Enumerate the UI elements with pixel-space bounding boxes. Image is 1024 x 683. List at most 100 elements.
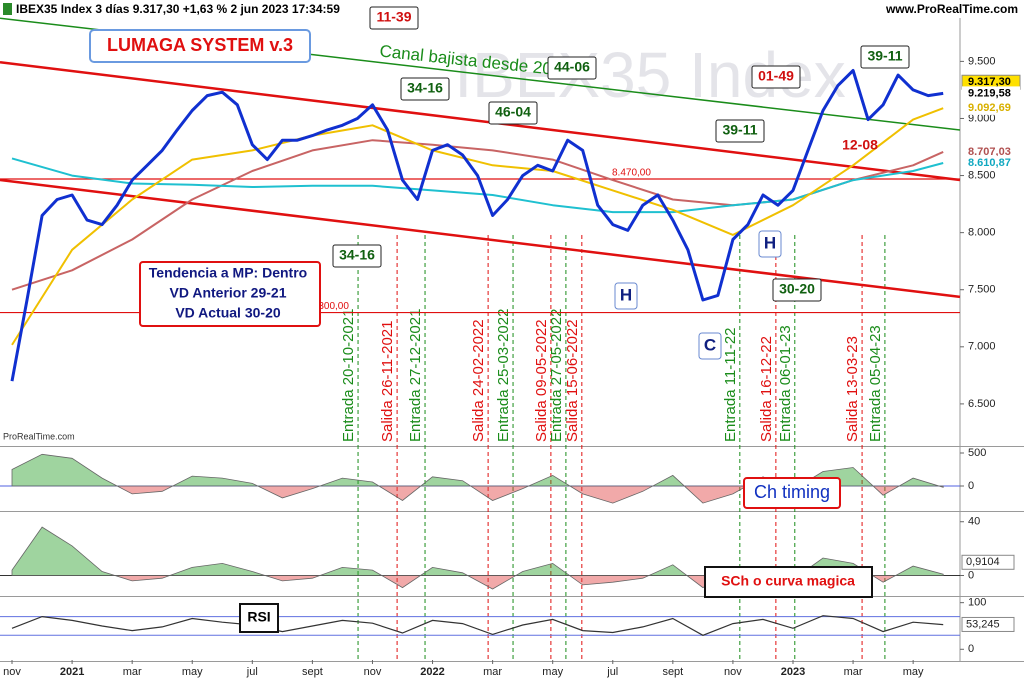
annotation: LUMAGA SYSTEM v.3 bbox=[107, 35, 293, 55]
annotation: 01-49 bbox=[758, 68, 794, 84]
x-tick-label: 2022 bbox=[420, 666, 444, 678]
last-label: 53,245 bbox=[966, 618, 1000, 630]
y-tick-label: 0 bbox=[968, 480, 974, 492]
last-label-box bbox=[961, 616, 1015, 632]
price-label-box bbox=[962, 155, 1020, 170]
y-tick-label: 0 bbox=[968, 643, 974, 655]
app-icon bbox=[3, 3, 12, 15]
trend-box bbox=[139, 261, 321, 327]
annotation: 44-06 bbox=[554, 59, 590, 75]
price-label: 8.610,87 bbox=[968, 157, 1011, 169]
x-tick-label: may bbox=[182, 666, 203, 678]
rsi-line bbox=[11, 615, 944, 636]
y-tick-label: 8.500 bbox=[968, 169, 996, 181]
signal-label: Entrada 27-05-2022 bbox=[548, 309, 565, 442]
y-tick-label: 7.500 bbox=[968, 284, 996, 296]
signal-label: Entrada 11-11-22 bbox=[722, 327, 739, 442]
indicator-area bbox=[11, 453, 944, 504]
price-label: 9.219,58 bbox=[968, 87, 1011, 99]
annotation: H bbox=[620, 285, 632, 304]
y-tick-label: 100 bbox=[968, 597, 986, 609]
annotation: 34-16 bbox=[407, 80, 443, 96]
annotation-box bbox=[488, 101, 538, 125]
annotation: 34-16 bbox=[339, 247, 375, 263]
annotation-box bbox=[751, 65, 801, 89]
x-tick-label: may bbox=[903, 666, 924, 678]
annotation-box bbox=[698, 332, 722, 360]
signal-label: Salida 13-03-23 bbox=[844, 336, 861, 442]
x-tick-label: sept bbox=[302, 666, 323, 678]
signal-label: Salida 24-02-2022 bbox=[470, 319, 487, 442]
x-tick-label: may bbox=[542, 666, 563, 678]
annotation: 12-08 bbox=[842, 137, 878, 153]
price-label-box bbox=[962, 100, 1020, 115]
panel-title: SCh o curva magica bbox=[721, 573, 855, 589]
level-label: 8.470,00 bbox=[612, 168, 651, 179]
y-tick-label: 7.000 bbox=[968, 341, 996, 353]
signal-label: Salida 09-05-2022 bbox=[533, 319, 550, 442]
signal-label: Entrada 25-03-2022 bbox=[495, 309, 512, 442]
x-tick-label: jul bbox=[606, 666, 618, 678]
y-tick-label: 8.000 bbox=[968, 227, 996, 239]
signal-label: Salida 26-11-2021 bbox=[379, 321, 396, 442]
panel-title: Ch timing bbox=[754, 482, 830, 502]
annotation-box bbox=[758, 230, 782, 258]
annotation-box bbox=[715, 119, 765, 143]
price-label-box bbox=[962, 144, 1020, 159]
title-box bbox=[89, 29, 311, 63]
signal-label: Entrada 20-10-2021 bbox=[340, 309, 357, 442]
signal-label: Salida 15-06-2022 bbox=[564, 319, 581, 442]
price-line bbox=[11, 107, 944, 346]
y-tick-label: 40 bbox=[968, 516, 980, 528]
annotation-box bbox=[772, 278, 822, 302]
y-tick-label: 9.500 bbox=[968, 55, 996, 67]
last-label-box bbox=[961, 554, 1015, 570]
x-tick-label: nov bbox=[724, 666, 742, 678]
title-box bbox=[704, 566, 873, 598]
trend-text: Tendencia a MP: Dentro bbox=[149, 265, 307, 281]
annotation-box bbox=[369, 6, 419, 30]
price-label: 9.317,30 bbox=[968, 76, 1011, 88]
trend-text: VD Anterior 29-21 bbox=[170, 285, 287, 301]
last-label: 0,9104 bbox=[966, 556, 1000, 568]
x-tick-label: nov bbox=[364, 666, 382, 678]
price-label: 9.092,69 bbox=[968, 102, 1011, 114]
annotation: 39-11 bbox=[722, 122, 757, 138]
x-tick-label: mar bbox=[123, 666, 142, 678]
header-title: IBEX35 Index 3 días 9.317,30 +1,63 % 2 j… bbox=[16, 2, 340, 16]
title-box bbox=[239, 603, 279, 633]
x-tick-label: mar bbox=[483, 666, 502, 678]
annotation: 39-11 bbox=[867, 48, 902, 64]
title-box bbox=[743, 477, 841, 509]
annotation-box bbox=[547, 56, 597, 80]
panel-title: RSI bbox=[247, 609, 270, 625]
annotation-box bbox=[332, 244, 382, 268]
signal-label: Salida 16-12-22 bbox=[758, 336, 775, 442]
annotation: H bbox=[764, 233, 776, 252]
price-label-box bbox=[962, 86, 1020, 101]
y-tick-label: 6.500 bbox=[968, 398, 996, 410]
y-tick-label: 500 bbox=[968, 447, 986, 459]
annotation: 11-39 bbox=[376, 9, 411, 25]
price-label: 8.707,03 bbox=[968, 146, 1011, 158]
signal-label: Entrada 06-01-23 bbox=[777, 325, 794, 442]
y-tick-label: 0 bbox=[968, 569, 974, 581]
header-site: www.ProRealTime.com bbox=[885, 2, 1018, 16]
signal-label: Entrada 05-04-23 bbox=[867, 325, 884, 442]
trend-text: VD Actual 30-20 bbox=[175, 305, 281, 321]
x-tick-label: 2023 bbox=[781, 666, 805, 678]
channel-line bbox=[0, 60, 961, 182]
annotation: 30-20 bbox=[779, 281, 815, 297]
channel-line bbox=[0, 178, 961, 299]
annotation: C bbox=[704, 335, 716, 354]
x-tick-label: 2021 bbox=[60, 666, 84, 678]
x-tick-label: sept bbox=[662, 666, 683, 678]
source-label: ProRealTime.com bbox=[3, 431, 75, 441]
x-tick-label: nov bbox=[3, 666, 21, 678]
level-label: 7.300,00 bbox=[310, 301, 349, 312]
annotation-box bbox=[400, 77, 450, 101]
signal-label: Entrada 27-12-2021 bbox=[407, 309, 424, 442]
annotation-box bbox=[860, 45, 910, 69]
x-tick-label: jul bbox=[246, 666, 258, 678]
